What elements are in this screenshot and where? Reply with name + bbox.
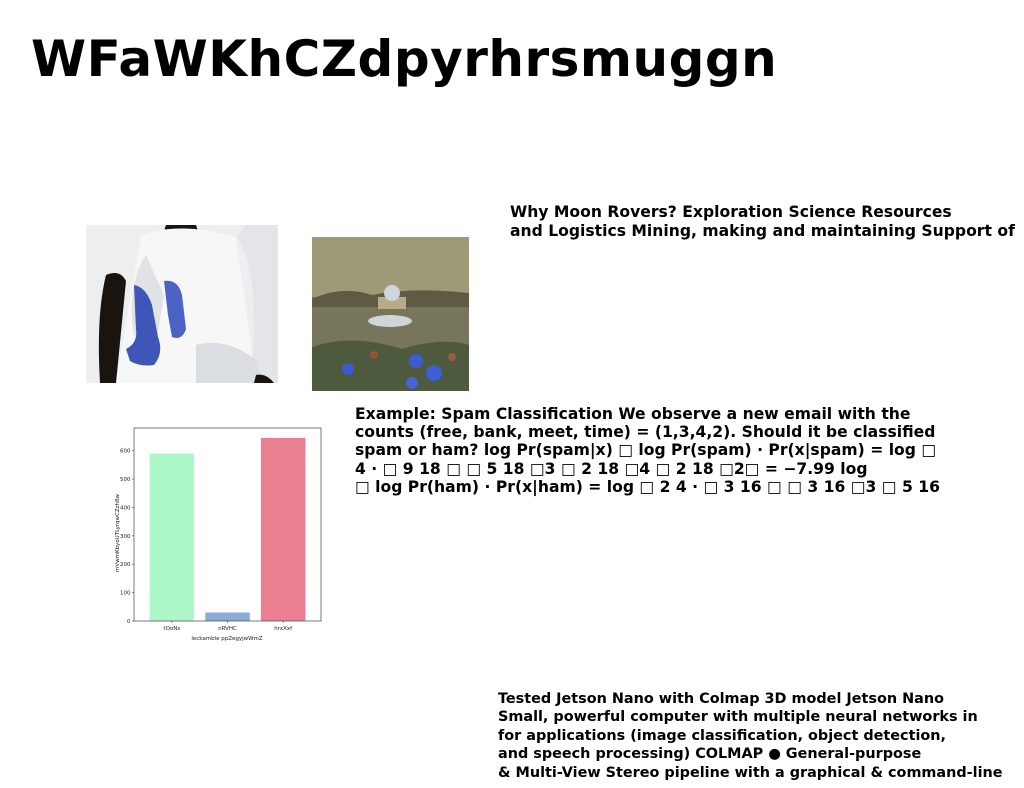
x-tick-label: hrxXxf xyxy=(274,626,293,632)
text-line: for applications (image classification, … xyxy=(498,727,946,744)
moon-base-photo xyxy=(312,237,469,391)
moon-rovers-text: Why Moon Rovers? Exploration Science Res… xyxy=(510,203,1015,240)
x-axis-label: leckamble ppZegyjwWmZ xyxy=(191,636,263,642)
text-line: Why Moon Rovers? Exploration Science Res… xyxy=(510,203,952,221)
page-title: WFaWKhCZdpyrhrsmuggn xyxy=(31,30,778,88)
text-line: and Logistics Mining, making and maintai… xyxy=(510,221,1015,240)
y-tick-label: 500 xyxy=(120,477,131,483)
text-line: counts (free, bank, meet, time) = (1,3,4… xyxy=(355,423,936,442)
text-line: Example: Spam Classification We observe … xyxy=(355,405,911,423)
x-tick-label: tOoNs xyxy=(163,626,180,632)
bar-chart: mVwmKbyoUTLyrqwCZzh8w 0 100 200 300 400 500 60… xyxy=(115,427,322,642)
y-tick-label: 100 xyxy=(120,591,131,597)
plot-frame xyxy=(133,427,322,622)
text-line: Tested Jetson Nano with Colmap 3D model … xyxy=(498,691,944,707)
y-axis-label: mVwmKbyoUTLyrqwCZzh8w xyxy=(115,493,121,572)
text-line: spam or ham? log Pr(spam|x) □ log Pr(spa… xyxy=(355,441,937,460)
y-tick-label: 0 xyxy=(127,619,131,625)
y-tick-label: 400 xyxy=(120,505,131,511)
text-line: 4 · □ 9 18 □ □ 5 18 □3 □ 2 18 □4 □ 2 18 … xyxy=(355,459,868,478)
text-line: Small, powerful computer with multiple n… xyxy=(498,709,978,726)
spam-classification-text: Example: Spam Classification We observe … xyxy=(355,405,940,496)
y-tick-label: 300 xyxy=(120,534,131,540)
bar-tOoNs xyxy=(149,453,195,621)
text-line: □ log Pr(ham) · Pr(x|ham) = log □ 2 4 · … xyxy=(355,477,940,496)
y-tick-label: 200 xyxy=(120,562,131,568)
jetson-nano-text: Tested Jetson Nano with Colmap 3D model … xyxy=(498,690,1003,782)
text-line: and speech processing) COLMAP ● General-… xyxy=(498,746,922,763)
bar-nRVHC xyxy=(205,612,250,621)
text-line: & Multi-View Stereo pipeline with a grap… xyxy=(498,764,1003,781)
x-tick-label: nRVHC xyxy=(218,626,237,632)
astronaut-photo xyxy=(86,225,278,383)
bar-hrxXxf xyxy=(260,437,306,621)
y-tick-label: 600 xyxy=(120,449,131,455)
